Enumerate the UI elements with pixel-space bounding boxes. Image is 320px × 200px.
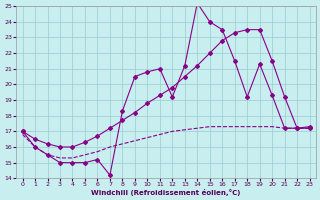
X-axis label: Windchill (Refroidissement éolien,°C): Windchill (Refroidissement éolien,°C) bbox=[92, 189, 241, 196]
